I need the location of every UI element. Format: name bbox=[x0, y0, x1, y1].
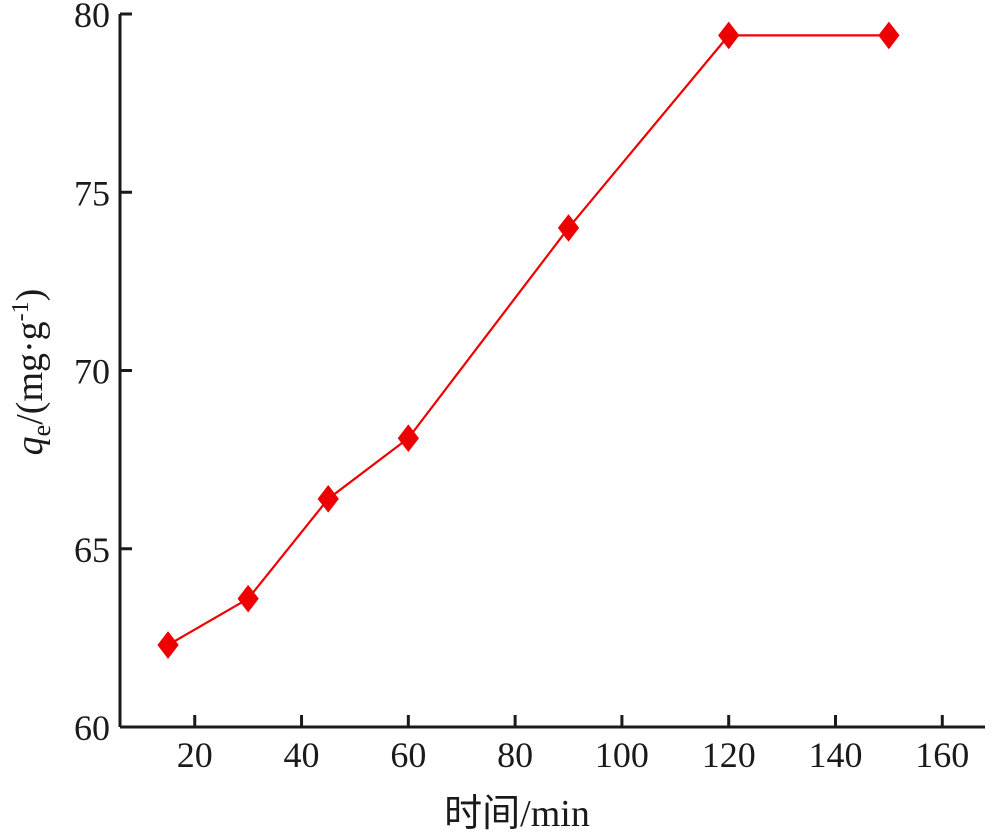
y-axis-title: qe/(mg·g-1) bbox=[8, 289, 56, 456]
x-tick-label: 140 bbox=[808, 735, 862, 775]
y-ticks: 60 65 70 75 80 bbox=[74, 0, 132, 748]
y-tick-label: 80 bbox=[74, 0, 110, 35]
series-group bbox=[157, 21, 900, 659]
data-point-marker bbox=[718, 21, 740, 50]
y-axis-unit-prefix: /(mg·g bbox=[9, 321, 51, 424]
x-ticks: 20 40 60 80 100 120 140 160 bbox=[177, 715, 969, 775]
data-point-marker bbox=[237, 584, 259, 613]
x-tick-label: 40 bbox=[284, 735, 320, 775]
series-line bbox=[167, 34, 889, 646]
y-tick-label: 70 bbox=[74, 352, 110, 392]
y-axis-unit-suffix: ) bbox=[9, 289, 51, 302]
x-tick-label: 120 bbox=[702, 735, 756, 775]
x-tick-label: 160 bbox=[915, 735, 969, 775]
data-point-marker bbox=[317, 485, 339, 513]
data-point-marker bbox=[397, 424, 419, 453]
x-axis-title: 时间/min bbox=[444, 793, 590, 833]
y-axis-subscript: e bbox=[27, 425, 56, 437]
data-point-marker bbox=[557, 214, 580, 242]
y-axis-superscript: -1 bbox=[8, 301, 34, 321]
axes bbox=[118, 14, 985, 729]
data-point-marker bbox=[878, 21, 900, 50]
y-tick-label: 60 bbox=[74, 708, 110, 748]
x-tick-label: 80 bbox=[497, 735, 533, 775]
x-tick-label: 100 bbox=[595, 735, 649, 775]
x-tick-label: 20 bbox=[177, 735, 213, 775]
y-tick-label: 65 bbox=[74, 530, 110, 570]
x-tick-label: 60 bbox=[390, 735, 426, 775]
y-tick-label: 75 bbox=[74, 173, 110, 213]
y-axis-symbol: q bbox=[9, 436, 51, 455]
data-point-marker bbox=[157, 631, 179, 659]
